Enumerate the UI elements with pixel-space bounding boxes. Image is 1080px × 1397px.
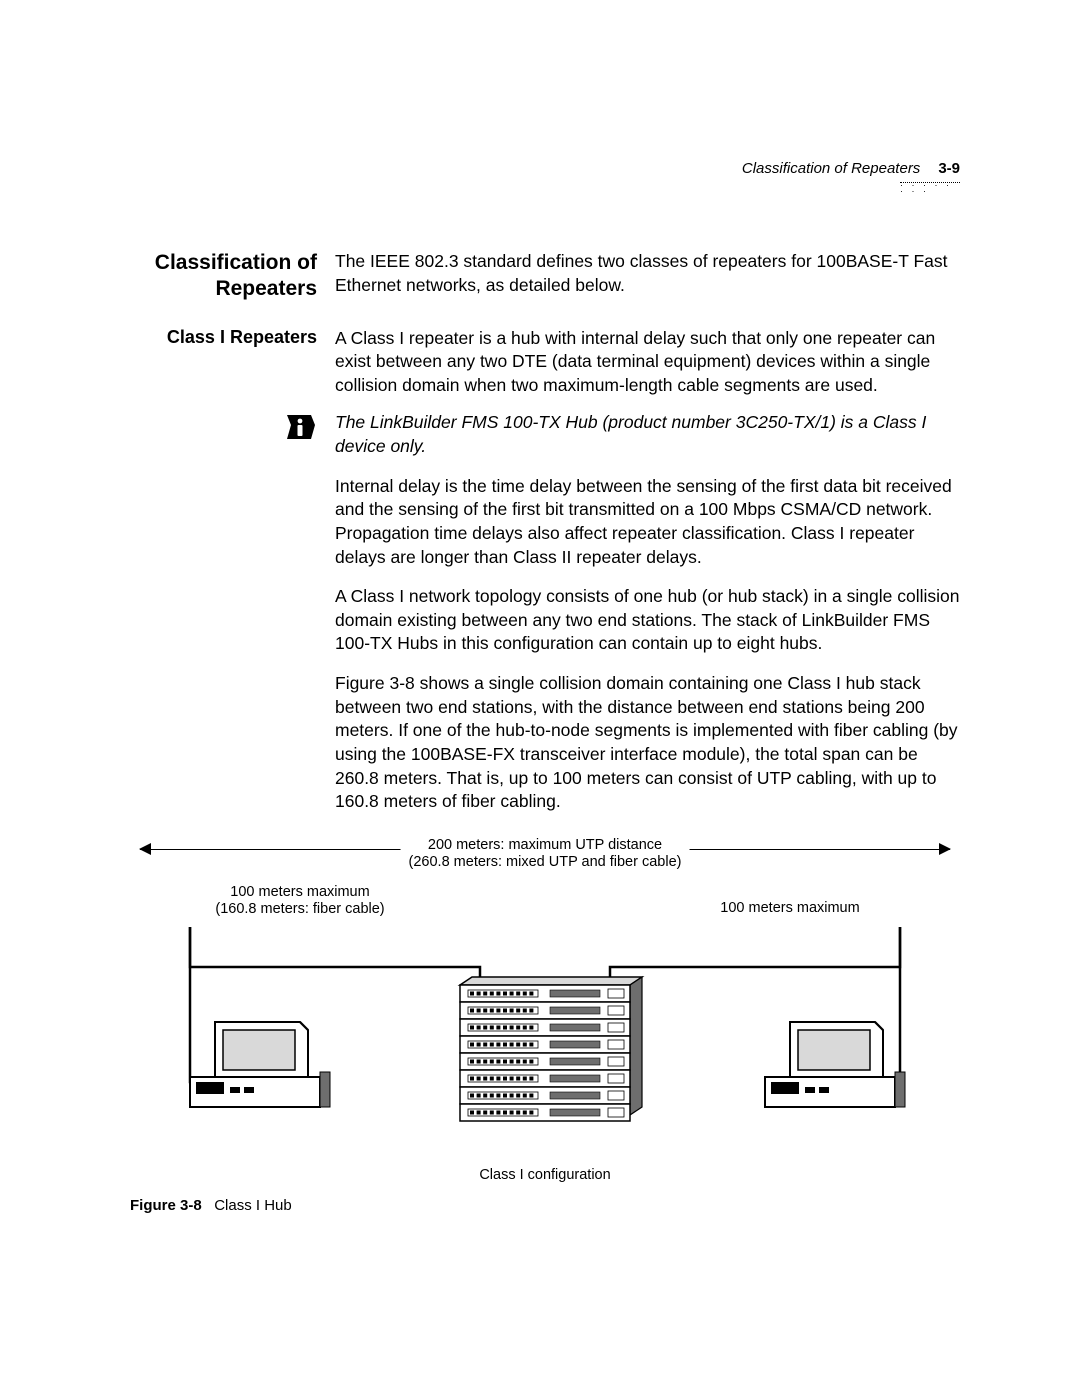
figure-left-seg2: (160.8 meters: fiber cable) xyxy=(215,901,384,917)
figure-3-8: 200 meters: maximum UTP distance (260.8 … xyxy=(130,844,960,1214)
class1-note: The LinkBuilder FMS 100-TX Hub (product … xyxy=(335,411,960,458)
subsection-title: Class I Repeaters xyxy=(130,327,317,348)
class1-para1: A Class I repeater is a hub with interna… xyxy=(335,327,960,398)
figure-right-seg: 100 meters maximum xyxy=(720,900,859,916)
hub-stack-icon xyxy=(460,977,642,1121)
figure-top-label1: 200 meters: maximum UTP distance xyxy=(428,837,662,853)
figure-canvas xyxy=(130,927,960,1157)
section-title-line2: Repeaters xyxy=(215,277,317,300)
figure-top-label2: (260.8 meters: mixed UTP and fiber cable… xyxy=(409,854,682,870)
info-icon xyxy=(285,411,317,443)
figure-bottom-label: Class I configuration xyxy=(130,1167,960,1183)
decorative-dots: · · · · · · · · xyxy=(900,182,960,188)
figure-left-seg1: 100 meters maximum xyxy=(230,884,369,900)
figure-caption: Figure 3-8 Class I Hub xyxy=(130,1197,960,1214)
running-title: Classification of Repeaters xyxy=(742,160,920,177)
figure-span-arrow: 200 meters: maximum UTP distance (260.8 … xyxy=(140,844,950,856)
section-title: Classification of Repeaters xyxy=(130,250,317,303)
section-title-line1: Classification of xyxy=(155,251,317,274)
page-number: 3-9 xyxy=(938,160,960,177)
running-header: Classification of Repeaters 3-9 · · · · … xyxy=(742,160,960,177)
workstation-right-icon xyxy=(765,1022,905,1107)
class1-para2: Internal delay is the time delay between… xyxy=(335,475,960,570)
class1-para3: A Class I network topology consists of o… xyxy=(335,585,960,656)
workstation-left-icon xyxy=(190,1022,330,1107)
figure-caption-text: Class I Hub xyxy=(214,1197,292,1214)
figure-caption-number: Figure 3-8 xyxy=(130,1197,202,1214)
intro-paragraph: The IEEE 802.3 standard defines two clas… xyxy=(335,250,960,297)
class1-para4: Figure 3-8 shows a single collision doma… xyxy=(335,672,960,814)
